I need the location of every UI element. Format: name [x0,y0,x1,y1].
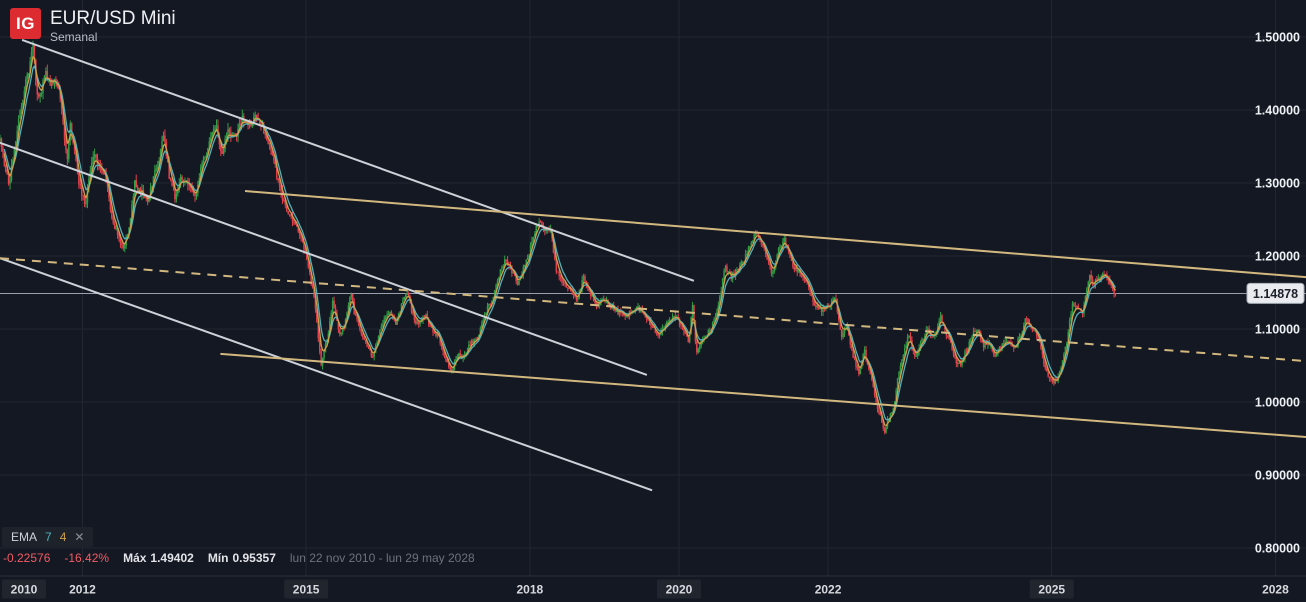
max-stat: Máx 1.49402 [123,551,194,565]
price-axis[interactable]: 1.50000 1.40000 1.30000 1.20000 1.10000 1.000… [1255,31,1300,556]
instrument-title: EUR/USD Mini [50,8,176,29]
ema-slow-period: 4 [59,530,67,544]
svg-text:2015: 2015 [293,583,320,597]
svg-text:2025: 2025 [1038,583,1065,597]
svg-text:2020: 2020 [666,583,693,597]
svg-text:2022: 2022 [815,583,842,597]
indicator-name: EMA [11,530,38,544]
svg-text:1.40000: 1.40000 [1255,104,1300,118]
svg-text:1.20000: 1.20000 [1255,250,1300,264]
min-value: 0.95357 [232,551,276,565]
time-axis[interactable]: 2010 2012 2015 2018 2020 2022 2025 2028 [2,579,1289,599]
svg-text:2028: 2028 [1262,583,1289,597]
gold-channel-bottom[interactable] [220,352,1306,439]
max-label: Máx [123,551,147,565]
svg-text:1.30000: 1.30000 [1255,177,1300,191]
ema-indicator-chip[interactable]: EMA 7 4 ✕ [2,527,94,547]
white-resistance-lower[interactable] [0,141,648,376]
instrument-header: IG EUR/USD Mini Semanal [10,8,176,44]
svg-text:0.80000: 0.80000 [1255,542,1300,556]
instrument-titles: EUR/USD Mini Semanal [50,8,176,44]
candles [0,40,1117,435]
ema-4-line [3,56,1117,427]
gold-channel-mid[interactable] [0,257,1306,363]
grid-lines [0,0,1306,577]
change-percent: -16.42% [64,551,110,565]
svg-text:1.00000: 1.00000 [1255,396,1300,410]
svg-text:2018: 2018 [516,583,543,597]
svg-text:2012: 2012 [69,583,96,597]
svg-text:2010: 2010 [11,583,38,597]
date-range-label: lun 22 nov 2010 - lun 29 may 2028 [289,551,475,565]
svg-text:1.50000: 1.50000 [1255,31,1300,45]
ig-logo[interactable]: IG [10,8,41,39]
max-value: 1.49402 [150,551,194,565]
min-stat: Mín 0.95357 [208,551,276,565]
trendlines[interactable] [0,38,1306,492]
remove-indicator-icon[interactable]: ✕ [74,530,85,544]
white-support[interactable] [0,257,653,492]
timeframe-label: Semanal [50,30,98,44]
last-price-badge: 1.14878 [1246,282,1305,304]
svg-text:1.10000: 1.10000 [1255,323,1300,337]
svg-text:1.14878: 1.14878 [1253,287,1298,301]
ema-fast-period: 7 [45,530,52,544]
stats-row: -0.22576 -16.42% Máx 1.49402 Mín 0.95357 l… [3,551,475,565]
svg-text:0.90000: 0.90000 [1255,469,1300,483]
white-resistance-upper[interactable] [21,38,695,282]
min-label: Mín [207,551,229,565]
change-value: -0.22576 [3,551,51,565]
ema-7-line [3,65,1117,421]
gold-channel-top[interactable] [244,190,1306,279]
